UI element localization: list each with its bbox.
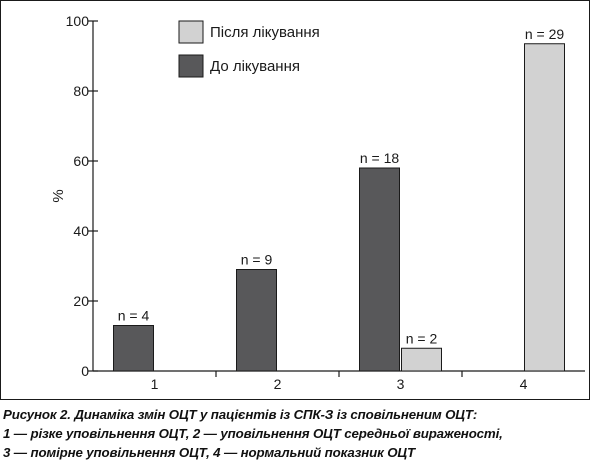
bar-data-label: n = 2 [406,330,438,346]
plot-frame [0,0,590,400]
y-tick-label: 0 [81,363,89,379]
bar-chart: 0 20 40 60 80 100% 1 2 3 4 n = 4 n = 9 n = 18 n = 2 n … [50,13,585,392]
y-tick-label: 100 [66,13,90,29]
x-tick-label: 4 [520,376,528,392]
y-tick-label: 40 [73,223,89,239]
figure-caption: Рисунок 2. Динаміка змін ОЦТ у пацієнтів… [3,405,587,462]
bar-before-treatment [236,269,277,372]
bar-data-label: n = 29 [525,26,565,42]
bar-data-label: n = 4 [118,308,150,324]
caption-line-1: Рисунок 2. Динаміка змін ОЦТ у пацієнтів… [3,407,478,422]
legend-label: Після лікування [210,24,320,41]
legend-swatch [178,20,204,44]
bar-before-treatment [359,167,400,372]
bar-after-treatment [524,43,565,372]
y-axis-title: % [50,189,67,202]
x-tick-label: 2 [274,376,282,392]
legend-swatch [178,54,204,78]
caption-line-3: 3 — помірне уповільнення ОЦТ, 4 — нормал… [3,445,415,460]
y-tick-label: 60 [73,153,89,169]
y-tick-label: 20 [73,293,89,309]
bar-data-label: n = 18 [360,150,400,166]
bar-before-treatment [113,325,154,372]
bar-after-treatment [401,347,442,372]
bar-data-label: n = 9 [241,252,273,268]
legend-label: До лікування [210,58,300,75]
x-tick-label: 3 [397,376,405,392]
caption-line-2: 1 — різке уповільнення ОЦТ, 2 — уповільн… [3,426,503,441]
x-tick-label: 1 [151,376,159,392]
y-tick-label: 80 [73,83,89,99]
